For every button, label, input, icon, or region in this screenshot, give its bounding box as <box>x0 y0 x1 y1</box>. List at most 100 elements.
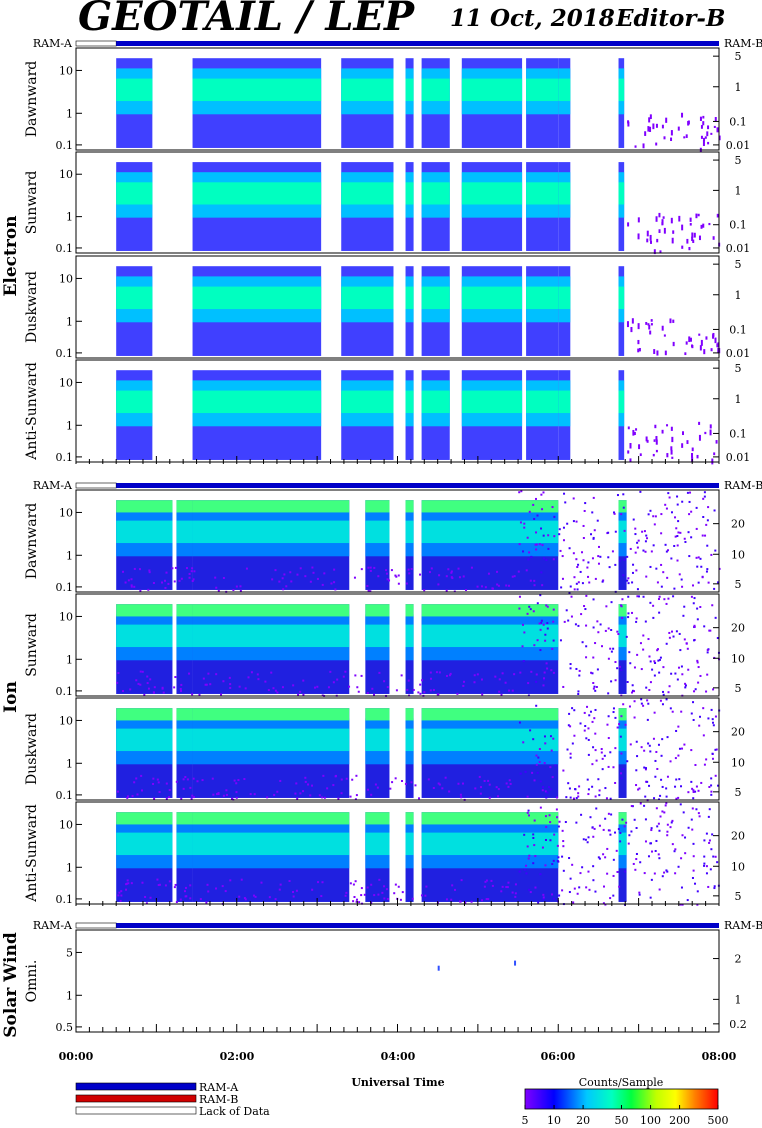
data-speck <box>602 828 605 831</box>
data-speck <box>622 703 625 706</box>
data-speck <box>603 754 606 757</box>
colorbar-tick-label: 200 <box>669 1114 690 1127</box>
data-speck <box>655 839 658 842</box>
data-speck <box>546 605 549 608</box>
data-speck <box>643 872 646 875</box>
data-speck <box>394 777 397 780</box>
data-speck <box>542 786 545 789</box>
data-speck <box>556 816 559 819</box>
data-speck <box>666 823 669 826</box>
data-speck <box>636 546 639 549</box>
data-speck <box>425 885 428 888</box>
data-speck <box>702 734 705 737</box>
data-speck <box>597 555 600 558</box>
data-speck <box>601 645 604 648</box>
data-speck <box>525 872 528 875</box>
data-speck <box>607 627 610 630</box>
data-speck <box>690 712 693 715</box>
data-speck <box>670 557 673 560</box>
data-speck <box>692 790 695 793</box>
data-speck <box>693 597 696 600</box>
data-speck <box>711 757 714 760</box>
colorbar-tick-label: 50 <box>615 1114 629 1127</box>
data-speck <box>669 826 672 829</box>
data-speck <box>643 749 646 752</box>
data-speck <box>460 796 463 799</box>
data-speck <box>596 620 599 623</box>
data-speck <box>600 751 603 754</box>
data-speck <box>527 682 530 685</box>
data-speck <box>538 747 541 750</box>
y-tick-label: 1 <box>66 107 73 120</box>
data-speck <box>316 685 319 688</box>
data-speck <box>519 671 522 674</box>
data-speck <box>627 842 630 845</box>
data-speck <box>635 769 638 772</box>
ram-label-right-2: RAM-B <box>724 919 762 932</box>
data-speck <box>528 551 531 554</box>
data-speck <box>370 793 373 796</box>
data-speck <box>692 797 695 800</box>
data-speck <box>700 224 703 229</box>
y-tick-label: 10 <box>59 610 73 623</box>
data-speck <box>506 886 509 889</box>
data-speck <box>657 659 660 662</box>
data-speck <box>649 681 652 684</box>
data-speck <box>691 828 694 831</box>
data-speck <box>670 511 673 514</box>
data-speck <box>639 453 642 457</box>
data-speck <box>500 693 503 696</box>
data-speck <box>526 612 529 615</box>
data-speck <box>670 130 673 136</box>
data-speck <box>666 576 669 579</box>
data-speck <box>144 895 147 898</box>
data-speck <box>629 662 632 665</box>
data-speck <box>593 827 596 830</box>
data-speck <box>353 895 356 898</box>
data-speck <box>602 579 605 582</box>
data-speck <box>567 619 570 622</box>
data-speck <box>710 777 713 780</box>
data-speck <box>577 693 580 696</box>
data-speck <box>587 793 590 796</box>
data-speck <box>530 670 533 673</box>
data-speck <box>609 833 612 836</box>
data-speck <box>157 884 160 887</box>
data-speck <box>645 686 648 689</box>
data-speck <box>555 808 558 811</box>
data-speck <box>250 671 253 674</box>
data-speck <box>589 816 592 819</box>
data-speck <box>616 726 619 729</box>
data-speck <box>613 512 616 515</box>
data-speck <box>546 627 549 630</box>
data-speck <box>591 672 594 675</box>
data-speck <box>627 612 630 615</box>
data-speck <box>566 522 569 525</box>
figure-title: GEOTAIL / LEP <box>78 0 416 40</box>
data-speck <box>182 778 185 781</box>
data-speck <box>644 767 647 770</box>
data-speck <box>672 595 675 598</box>
data-speck <box>568 547 571 550</box>
data-speck <box>622 506 625 509</box>
data-block <box>365 812 390 825</box>
data-speck <box>676 503 679 506</box>
data-speck <box>656 649 659 652</box>
data-speck <box>474 787 477 790</box>
data-speck <box>406 688 409 691</box>
data-speck <box>675 797 678 800</box>
data-speck <box>705 336 708 340</box>
data-speck <box>311 566 314 569</box>
data-speck <box>533 644 536 647</box>
data-speck <box>717 342 720 347</box>
data-speck <box>514 883 517 886</box>
data-speck <box>323 572 326 575</box>
data-speck <box>180 689 183 692</box>
data-speck <box>497 584 500 587</box>
ram-bar-lack-0 <box>75 40 117 47</box>
data-speck <box>117 894 120 897</box>
data-speck <box>575 821 578 824</box>
data-speck <box>688 500 691 503</box>
data-speck <box>661 703 664 706</box>
